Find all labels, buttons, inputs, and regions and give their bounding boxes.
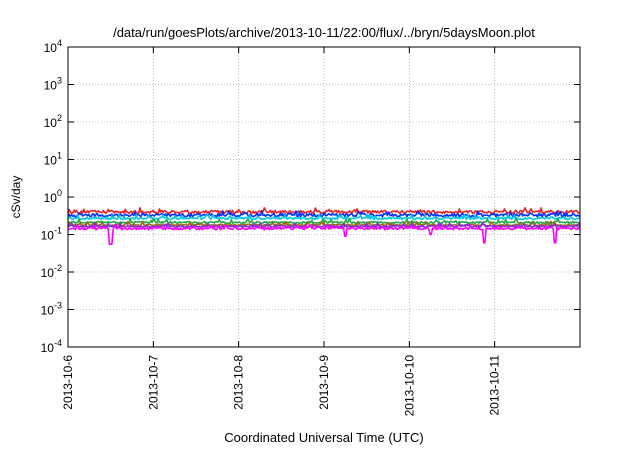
x-tick-label: 2013-10-7 bbox=[146, 355, 160, 410]
chart-title: /data/run/goesPlots/archive/2013-10-11/2… bbox=[113, 25, 535, 40]
series-layer bbox=[67, 207, 581, 245]
y-tick-label: 104 bbox=[44, 38, 62, 55]
x-tick-label: 2013-10-11 bbox=[488, 355, 502, 416]
y-axis-label: cSv/day bbox=[9, 176, 23, 219]
y-tick-label: 10-1 bbox=[41, 226, 62, 243]
y-tick-label: 102 bbox=[44, 113, 62, 130]
y-tick-label: 10-2 bbox=[41, 263, 62, 280]
x-tick-label: 2013-10-8 bbox=[232, 355, 246, 410]
x-axis: 2013-10-6 2013-10-7 2013-10-8 2013-10-9 2013… bbox=[61, 47, 502, 416]
x-tick-label: 2013-10-10 bbox=[402, 355, 416, 417]
x-axis-label: Coordinated Universal Time (UTC) bbox=[224, 430, 423, 445]
x-tick-label: 2013-10-6 bbox=[61, 355, 75, 410]
series-line bbox=[67, 213, 581, 221]
x-tick-label: 2013-10-9 bbox=[317, 355, 331, 410]
series-line bbox=[67, 222, 581, 228]
y-tick-label: 10-3 bbox=[41, 301, 62, 318]
series-line bbox=[67, 220, 581, 227]
grid bbox=[68, 47, 580, 347]
series-line bbox=[67, 223, 581, 245]
y-axis: 10-4 10-3 10-2 10-1 100 101 102 103 104 bbox=[41, 38, 580, 355]
y-tick-label: 10-4 bbox=[41, 338, 62, 355]
y-tick-label: 100 bbox=[44, 188, 62, 205]
y-tick-label: 103 bbox=[44, 76, 62, 93]
y-tick-label: 101 bbox=[44, 151, 62, 168]
series-line bbox=[67, 210, 581, 218]
